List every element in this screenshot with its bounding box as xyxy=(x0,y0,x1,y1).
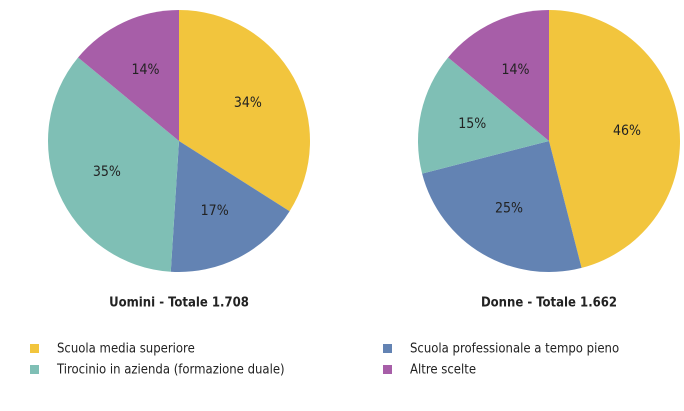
legend-swatch xyxy=(30,365,39,374)
pie-slice xyxy=(78,9,179,141)
legend-label: Scuola professionale a tempo pieno xyxy=(410,342,619,357)
pie-title: Uomini - Totale 1.708 xyxy=(109,296,249,311)
slice-label: 25% xyxy=(495,201,523,217)
slice-label: 46% xyxy=(613,123,641,139)
slice-label: 14% xyxy=(502,62,530,78)
pie-slice xyxy=(170,141,290,272)
legend-label: Tirocinio in azienda (formazione duale) xyxy=(56,363,285,378)
pie-title: Donne - Totale 1.662 xyxy=(481,296,617,311)
pie-slice xyxy=(549,10,680,268)
legend-label: Altre scelte xyxy=(410,363,476,378)
slice-label: 17% xyxy=(201,203,229,219)
pie-slice xyxy=(418,57,549,174)
slice-label: 15% xyxy=(458,116,486,132)
legend-label: Scuola media superiore xyxy=(57,342,195,357)
pie-slice xyxy=(422,141,582,272)
legend-swatch xyxy=(383,365,392,374)
pie-slice xyxy=(448,10,549,141)
legend-swatch xyxy=(30,344,39,353)
slice-label: 34% xyxy=(234,95,262,111)
slice-label: 14% xyxy=(132,62,160,78)
pie-slice xyxy=(47,57,180,272)
legend-swatch xyxy=(383,344,392,353)
pie-slice xyxy=(179,10,310,212)
slice-label: 35% xyxy=(93,164,121,180)
